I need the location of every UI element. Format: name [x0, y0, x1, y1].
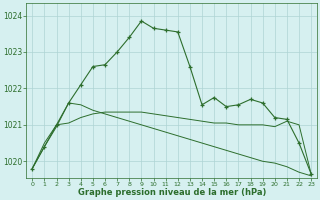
X-axis label: Graphe pression niveau de la mer (hPa): Graphe pression niveau de la mer (hPa)	[77, 188, 266, 197]
